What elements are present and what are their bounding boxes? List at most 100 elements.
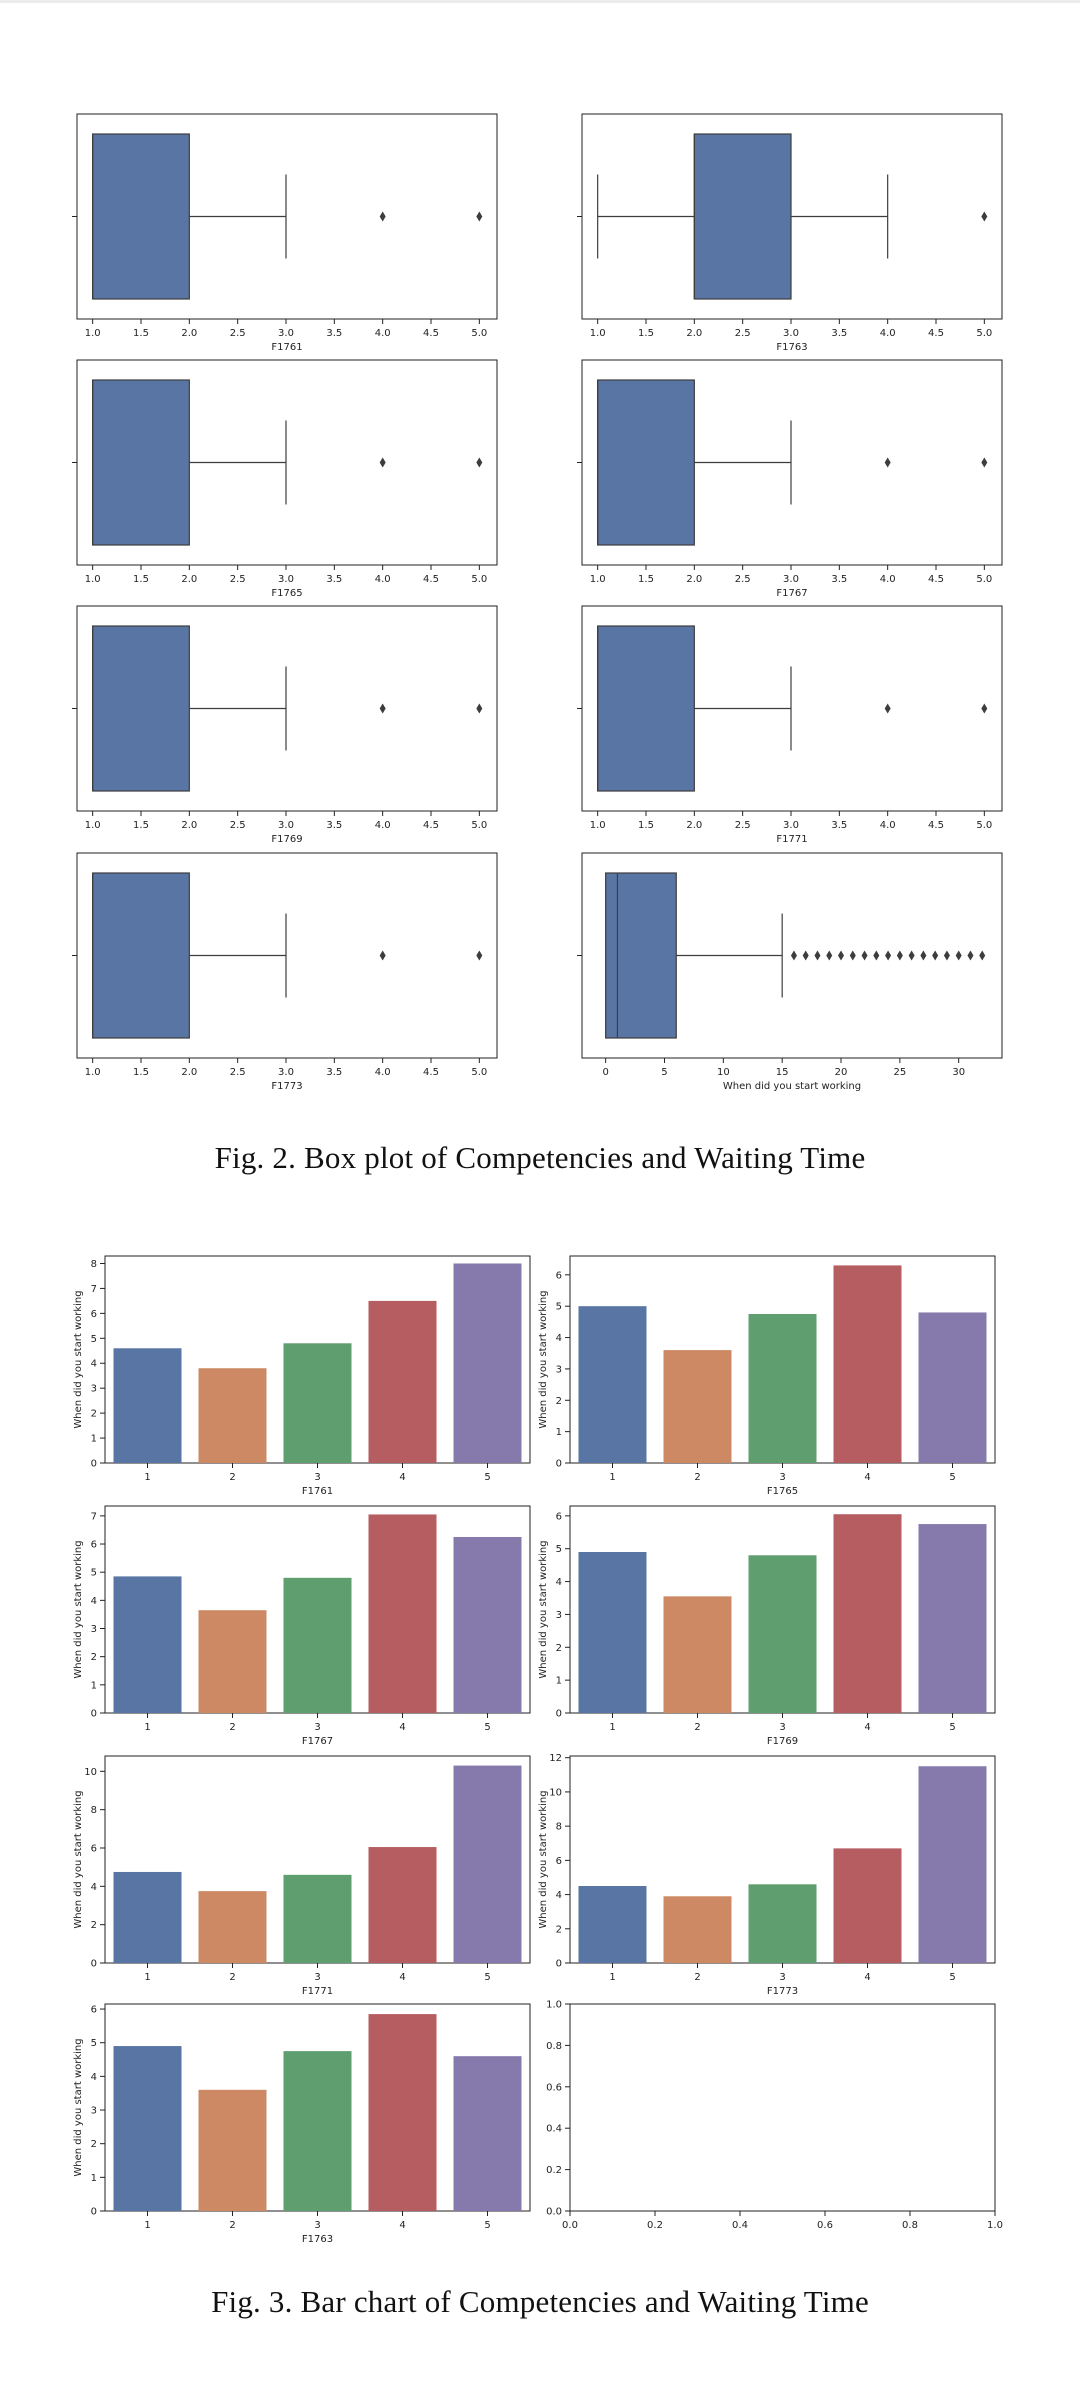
bar-panel-4: 1 2 3 4 5 0 1 2 3 4 5 6 F1769 When did you start work…	[538, 1505, 996, 1747]
x-tick-label: 5.0	[471, 820, 487, 831]
bar	[748, 1555, 817, 1713]
boxplot-panel-2: 1.0 1.5 2.0 2.5 3.0 3.5 4.0 4.5 5.0 F1763	[577, 113, 1003, 353]
bar	[198, 2089, 267, 2211]
x-axis-label: F1765	[767, 1486, 798, 1497]
y-tick-label: 4	[91, 1359, 97, 1370]
y-tick-label: 4	[556, 1577, 562, 1588]
x-tick-label: 1.5	[133, 1067, 149, 1078]
x-tick-label: 1	[609, 1972, 615, 1983]
figure-3: 1 2 3 4 5 0 1 2 3 4 5 6 7 8 F1761 When did you start wo…	[73, 1255, 1003, 2245]
x-tick-label: 15	[776, 1067, 789, 1078]
outlier-point	[873, 950, 880, 961]
x-tick-label: 5.0	[976, 328, 992, 339]
x-tick-label: 4	[864, 1972, 870, 1983]
x-tick-label: 4.5	[423, 328, 439, 339]
y-tick-label: 1.0	[546, 2000, 562, 2011]
outlier-point	[981, 457, 988, 468]
x-tick-label: 1.0	[85, 328, 101, 339]
x-tick-label: 2.0	[181, 574, 197, 585]
bar	[368, 1847, 437, 1963]
outlier-point	[790, 950, 797, 961]
y-tick-label: 0.0	[546, 2207, 562, 2218]
x-tick-label: 1	[144, 1972, 150, 1983]
y-tick-label: 3	[556, 1610, 562, 1621]
y-tick-label: 0	[91, 1959, 97, 1970]
box	[92, 625, 190, 792]
y-axis-label: When did you start working	[73, 1540, 84, 1678]
bar	[198, 1610, 267, 1713]
y-tick-label: 0.8	[546, 2041, 562, 2052]
x-axis-label: F1763	[776, 342, 807, 353]
x-axis-label: F1767	[776, 588, 807, 599]
bar	[748, 1884, 817, 1963]
y-axis-label: When did you start working	[73, 1790, 84, 1928]
x-tick-label: 20	[835, 1067, 848, 1078]
y-tick-label: 8	[556, 1822, 562, 1833]
top-edge	[0, 0, 1080, 3]
boxplot-panel-5: 1.0 1.5 2.0 2.5 3.0 3.5 4.0 4.5 5.0 F1769	[72, 605, 498, 845]
x-tick-label: 2.5	[230, 1067, 246, 1078]
y-tick-label: 3	[91, 2106, 97, 2117]
x-tick-label: 1.0	[590, 820, 606, 831]
boxplot-panel-1: 1.0 1.5 2.0 2.5 3.0 3.5 4.0 4.5 5.0 F1761	[72, 113, 498, 353]
x-tick-label: 4.5	[423, 820, 439, 831]
y-tick-label: 10	[84, 1767, 97, 1778]
y-tick-label: 6	[91, 2005, 97, 2016]
y-tick-label: 0	[91, 1709, 97, 1720]
bar	[113, 2046, 182, 2211]
x-tick-label: 2.0	[686, 820, 702, 831]
x-tick-label: 3.5	[831, 574, 847, 585]
x-tick-label: 2.5	[230, 574, 246, 585]
x-tick-label: 1.0	[85, 1067, 101, 1078]
y-tick-label: 8	[91, 1805, 97, 1816]
figure-2-caption: Fig. 2. Box plot of Competencies and Wai…	[214, 1140, 866, 1175]
figure-2-boxplots: 1.0 1.5 2.0 2.5 3.0 3.5 4.0 4.5 5.0 F1761 1.0 1.5 2.…	[72, 113, 1003, 1092]
x-tick-label: 3.0	[783, 574, 799, 585]
x-tick-label: 4	[399, 2220, 405, 2231]
outlier-point	[908, 950, 915, 961]
x-tick-label: 5.0	[471, 328, 487, 339]
x-tick-label: 2.0	[181, 1067, 197, 1078]
x-tick-label: 2.0	[686, 574, 702, 585]
x-tick-label: 0.2	[647, 2220, 663, 2231]
x-tick-label: 2.0	[181, 328, 197, 339]
bar	[833, 1514, 902, 1713]
x-tick-label: 1.5	[133, 328, 149, 339]
y-tick-label: 0.6	[546, 2082, 562, 2093]
x-tick-label: 3	[314, 1472, 320, 1483]
y-tick-label: 4	[556, 1333, 562, 1344]
bar	[368, 1514, 437, 1713]
x-tick-label: 1	[144, 1722, 150, 1733]
x-axis-label: F1761	[302, 1486, 333, 1497]
x-tick-label: 4.0	[880, 574, 896, 585]
x-tick-label: 4.5	[928, 820, 944, 831]
bar	[368, 1300, 437, 1463]
x-tick-label: 5	[949, 1472, 955, 1483]
x-tick-label: 3	[314, 2220, 320, 2231]
y-tick-label: 2	[556, 1924, 562, 1935]
bar-panel-1: 1 2 3 4 5 0 1 2 3 4 5 6 7 8 F1761 When did you start wo…	[73, 1255, 531, 1497]
outlier-point	[379, 703, 386, 714]
x-tick-label: 2	[694, 1472, 700, 1483]
x-axis-label: F1761	[271, 342, 302, 353]
outlier-point	[814, 950, 821, 961]
x-tick-label: 4.0	[375, 574, 391, 585]
outlier-point	[981, 211, 988, 222]
y-tick-label: 0	[556, 1459, 562, 1470]
x-tick-label: 5.0	[976, 820, 992, 831]
y-tick-label: 4	[91, 2072, 97, 2083]
x-axis-label: F1765	[271, 588, 302, 599]
y-tick-label: 2	[91, 2139, 97, 2150]
x-tick-label: 2.5	[735, 328, 751, 339]
bar	[578, 1306, 647, 1463]
y-tick-label: 6	[556, 1856, 562, 1867]
x-axis-label: F1769	[767, 1736, 798, 1747]
bar	[833, 1848, 902, 1963]
x-tick-label: 3.5	[326, 1067, 342, 1078]
x-tick-label: 1.5	[133, 820, 149, 831]
x-tick-label: 4	[399, 1972, 405, 1983]
x-tick-label: 3	[779, 1972, 785, 1983]
x-tick-label: 3.5	[326, 328, 342, 339]
bar	[578, 1552, 647, 1713]
bar	[368, 2014, 437, 2211]
